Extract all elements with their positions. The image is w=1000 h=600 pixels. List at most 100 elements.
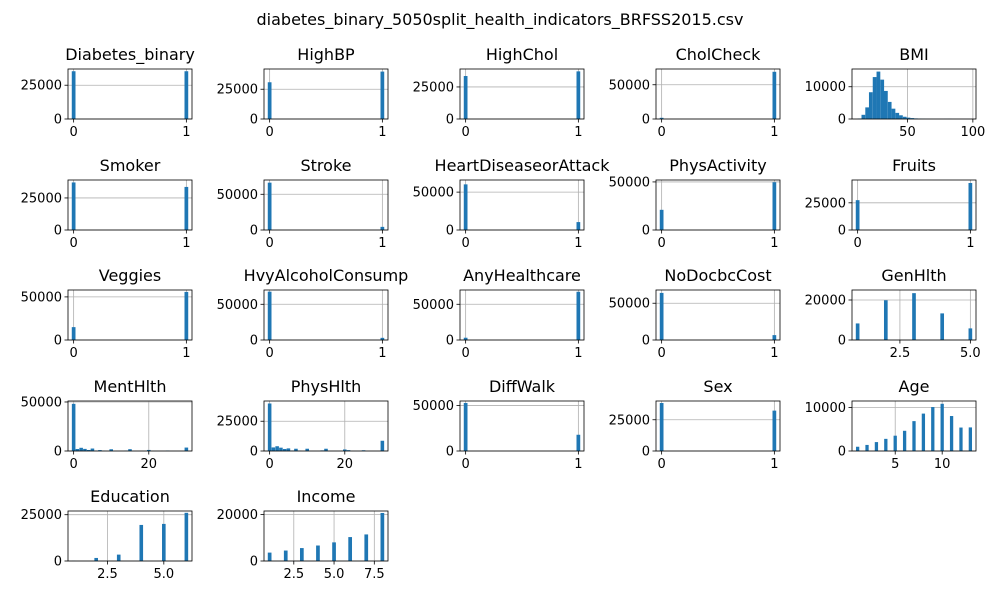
axes-frame (459, 289, 585, 341)
y-tick-label: 20000 (805, 294, 846, 309)
panel-hvyalcoholconsump: 0 1 0 50000 HvyAlcoholConsump (217, 266, 409, 361)
bar-physhlth-7 (294, 448, 298, 451)
panel-bmi: 50 100 0 10000 BMI (805, 45, 986, 140)
x-tick-label: 0 (265, 125, 273, 140)
bar-age-1 (865, 444, 869, 451)
y-tick-label: 0 (54, 445, 62, 460)
y-tick-label: 50000 (609, 78, 650, 93)
bar-fruits-0 (855, 200, 860, 230)
y-tick-label: 0 (250, 334, 258, 349)
y-tick-label: 25000 (413, 80, 454, 95)
axes-frame (851, 179, 977, 231)
x-tick-label: 5 (891, 457, 899, 472)
y-tick-label: 25000 (21, 191, 62, 206)
x-tick-label: 20 (141, 457, 158, 472)
bar-diabetes-binary-1 (184, 71, 189, 119)
y-tick-label: 50000 (609, 297, 650, 312)
panel-title-age: Age (899, 377, 930, 396)
bar-physhlth-4 (282, 448, 287, 451)
y-tick-label: 50000 (21, 290, 62, 305)
bar-physactivity-0 (659, 209, 664, 230)
y-tick-label: 10000 (805, 401, 846, 416)
x-tick-label: 0 (69, 236, 77, 251)
bar-income-4 (332, 542, 336, 561)
bar-nodocbccost-1 (772, 335, 777, 340)
panel-title-nodocbccost: NoDocbcCost (664, 266, 771, 285)
bar-bmi-4 (872, 77, 877, 119)
x-tick-label: 5.0 (960, 346, 981, 361)
bar-income-2 (299, 548, 304, 561)
bar-bmi-12 (902, 116, 907, 119)
panel-title-sex: Sex (703, 377, 732, 396)
bar-genhlth-2 (912, 293, 916, 340)
bar-nodocbccost-0 (659, 292, 664, 340)
y-tick-label: 0 (250, 113, 258, 128)
axes-frame (263, 400, 389, 452)
panel-title-fruits: Fruits (892, 156, 936, 175)
panel-age: 5 10 0 10000 Age (805, 377, 977, 472)
y-tick-label: 0 (54, 334, 62, 349)
bar-menthlth-11 (128, 449, 132, 451)
bar-education-3 (139, 524, 144, 561)
y-tick-label: 25000 (217, 83, 258, 98)
bar-bmi-8 (887, 101, 892, 119)
bar-physhlth-1 (271, 447, 276, 451)
y-tick-label: 0 (838, 445, 846, 460)
x-tick-label: 1 (574, 346, 582, 361)
x-tick-label: 1 (770, 346, 778, 361)
bar-menthlth-12 (147, 449, 151, 451)
bar-income-0 (267, 552, 272, 561)
bar-bmi-3 (868, 92, 873, 119)
axes-frame (851, 289, 977, 341)
y-tick-label: 50000 (413, 186, 454, 201)
x-tick-label: 5.0 (324, 567, 345, 582)
bar-bmi-6 (880, 79, 885, 119)
y-tick-label: 0 (642, 224, 650, 239)
panel-diffwalk: 0 1 0 50000 DiffWalk (413, 377, 585, 472)
y-tick-label: 25000 (805, 196, 846, 211)
axes-frame (67, 179, 193, 231)
x-tick-label: 0 (69, 346, 77, 361)
bar-bmi-10 (895, 112, 900, 119)
bar-education-2 (116, 554, 121, 561)
bar-hvyalcoholconsump-0 (267, 291, 272, 340)
panel-highchol: 0 1 0 25000 HighChol (413, 45, 585, 140)
x-tick-label: 1 (378, 346, 386, 361)
bar-genhlth-4 (968, 328, 973, 340)
bar-diffwalk-0 (463, 402, 468, 451)
y-tick-label: 0 (642, 113, 650, 128)
bar-anyhealthcare-1 (576, 291, 581, 340)
x-tick-label: 1 (574, 236, 582, 251)
panel-title-education: Education (90, 487, 170, 506)
x-tick-label: 50 (899, 125, 916, 140)
panel-stroke: 0 1 0 50000 Stroke (217, 156, 389, 251)
bar-age-0 (855, 446, 860, 451)
panel-physactivity: 0 1 0 50000 PhysActivity (609, 156, 781, 251)
axes-frame (67, 289, 193, 341)
y-tick-label: 0 (446, 224, 454, 239)
y-tick-label: 50000 (217, 298, 258, 313)
x-tick-label: 0 (461, 346, 469, 361)
x-tick-label: 1 (770, 457, 778, 472)
bar-menthlth-9 (109, 449, 113, 451)
bar-menthlth-2 (79, 447, 83, 451)
bar-education-1 (94, 557, 98, 561)
x-tick-label: 0 (461, 457, 469, 472)
figure-title: diabetes_binary_5050split_health_indicat… (257, 10, 744, 30)
panel-physhlth: 0 20 0 25000 PhysHlth (217, 377, 389, 472)
bar-bmi-1 (861, 114, 866, 119)
y-tick-label: 0 (446, 113, 454, 128)
panel-title-highchol: HighChol (486, 45, 558, 64)
bar-veggies-1 (184, 291, 189, 340)
panel-heartdiseaseorattack: 0 1 0 50000 HeartDiseaseorAttack (413, 156, 611, 251)
x-tick-label: 0 (265, 236, 273, 251)
bar-veggies-0 (71, 327, 76, 340)
panel-menthlth: 0 20 0 50000 MentHlth (21, 377, 193, 472)
bar-sex-1 (772, 410, 777, 451)
x-tick-label: 0 (69, 457, 77, 472)
bar-physhlth-11 (324, 448, 328, 451)
x-tick-label: 1 (378, 236, 386, 251)
x-tick-label: 10 (934, 457, 951, 472)
bar-smoker-0 (71, 182, 76, 230)
bar-income-6 (364, 534, 369, 561)
